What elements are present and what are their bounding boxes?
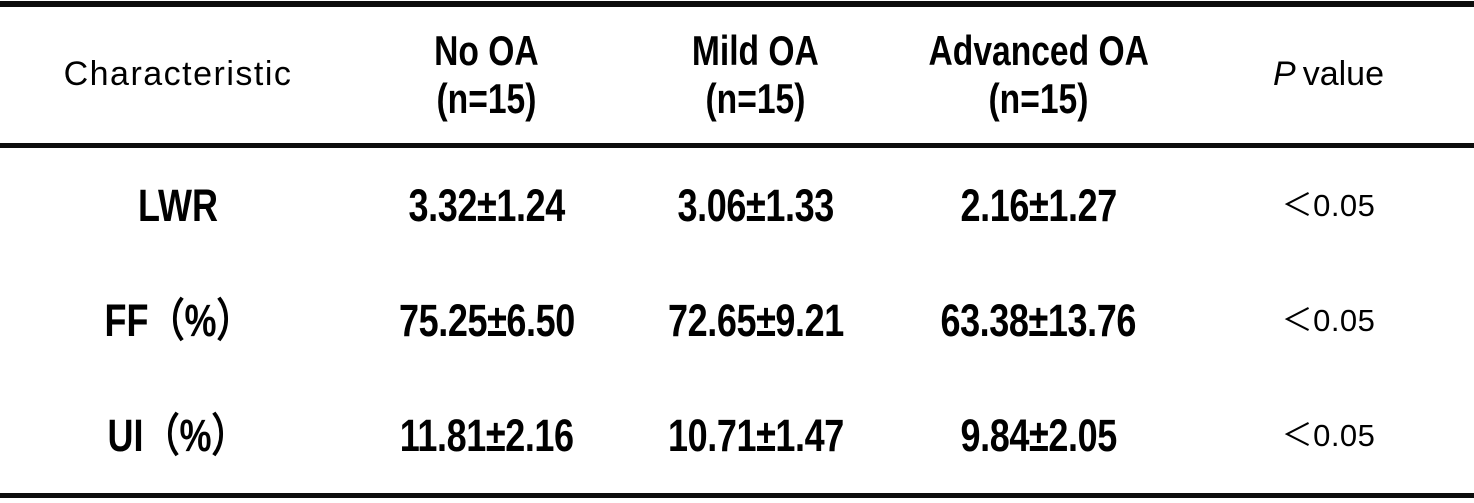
header-advanced-oa-label: Advanced OA <box>928 27 1149 74</box>
cell-ui-p-value: ＜0.05 <box>1183 378 1474 493</box>
cell-ff-mild-oa: 72.65±9.21 <box>617 263 894 378</box>
cell-ff-advanced-oa: 63.38±13.76 <box>894 263 1183 378</box>
row-label-lwr-text: LWR <box>137 179 218 231</box>
table-row-ff: FF（%） 75.25±6.50 72.65±9.21 63.38±13.76 … <box>0 263 1474 378</box>
table-row-lwr: LWR 3.32±1.24 3.06±1.33 2.16±1.27 ＜0.05 <box>0 148 1474 263</box>
cell-ui-mild-oa-text: 10.71±1.47 <box>667 409 844 461</box>
cell-ui-advanced-oa-text: 9.84±2.05 <box>960 409 1117 461</box>
cell-lwr-p-value-text: ＜0.05 <box>1281 187 1376 223</box>
row-label-ui-text: UI（%） <box>107 409 248 461</box>
cell-ff-p-value-text: ＜0.05 <box>1281 302 1376 338</box>
cell-lwr-no-oa-text: 3.32±1.24 <box>408 179 565 231</box>
table-header-rule <box>0 143 1474 148</box>
cell-lwr-mild-oa: 3.06±1.33 <box>617 148 894 263</box>
header-p-rest: value <box>1302 55 1384 94</box>
cell-lwr-mild-oa-text: 3.06±1.33 <box>677 179 834 231</box>
cell-ui-no-oa-text: 11.81±2.16 <box>399 409 574 461</box>
cell-lwr-advanced-oa: 2.16±1.27 <box>894 148 1183 263</box>
cell-ui-mild-oa: 10.71±1.47 <box>617 378 894 493</box>
table-row-ui: UI（%） 11.81±2.16 10.71±1.47 9.84±2.05 ＜0… <box>0 378 1474 493</box>
header-mild-oa: Mild OA (n=15) <box>617 7 894 143</box>
table-header-row: Characteristic No OA (n=15) Mild OA (n=1… <box>0 7 1474 143</box>
cell-ff-mild-oa-text: 72.65±9.21 <box>667 294 844 346</box>
row-label-ff-text: FF（%） <box>104 294 252 346</box>
row-label-ff: FF（%） <box>0 263 356 378</box>
header-p-value: P value <box>1183 7 1474 143</box>
cell-ui-no-oa: 11.81±2.16 <box>356 378 617 493</box>
header-p-italic: P <box>1273 55 1296 94</box>
header-no-oa: No OA (n=15) <box>356 7 617 143</box>
cell-ff-no-oa: 75.25±6.50 <box>356 263 617 378</box>
cell-ui-p-value-text: ＜0.05 <box>1281 417 1376 453</box>
cell-ff-p-value: ＜0.05 <box>1183 263 1474 378</box>
cell-lwr-no-oa: 3.32±1.24 <box>356 148 617 263</box>
header-mild-oa-label: Mild OA <box>692 27 819 74</box>
header-advanced-oa: Advanced OA (n=15) <box>894 7 1183 143</box>
header-characteristic-label: Characteristic <box>63 55 293 94</box>
row-label-ui: UI（%） <box>0 378 356 493</box>
cell-ui-advanced-oa: 9.84±2.05 <box>894 378 1183 493</box>
table-bottom-rule <box>0 493 1474 498</box>
cell-ff-advanced-oa-text: 63.38±13.76 <box>940 294 1137 346</box>
header-mild-oa-sublabel: (n=15) <box>705 75 806 122</box>
header-no-oa-sublabel: (n=15) <box>436 75 537 122</box>
cell-lwr-advanced-oa-text: 2.16±1.27 <box>960 179 1117 231</box>
header-characteristic: Characteristic <box>0 7 356 143</box>
header-advanced-oa-sublabel: (n=15) <box>988 75 1089 122</box>
header-no-oa-label: No OA <box>434 27 539 74</box>
cell-ff-no-oa-text: 75.25±6.50 <box>398 294 575 346</box>
row-label-lwr: LWR <box>0 148 356 263</box>
table-top-rule <box>0 1 1474 7</box>
cell-lwr-p-value: ＜0.05 <box>1183 148 1474 263</box>
